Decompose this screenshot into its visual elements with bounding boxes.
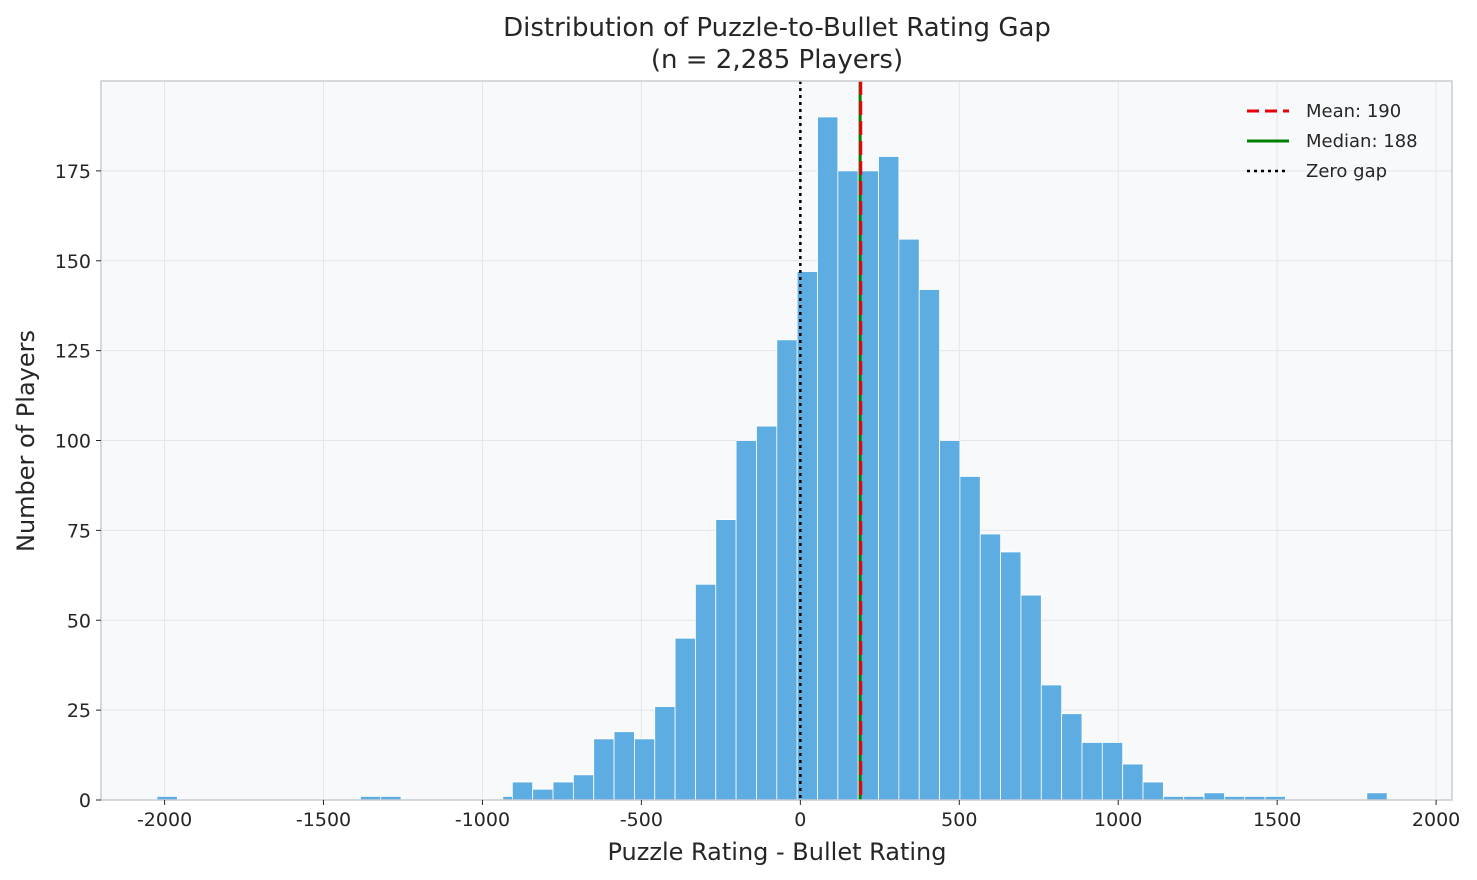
- legend-label: Median: 188: [1306, 131, 1418, 152]
- legend: Mean: 190 Median: 188 Zero gap: [1247, 101, 1418, 182]
- x-tick-label: 1500: [1253, 809, 1301, 831]
- histogram-bar: [532, 788, 554, 801]
- x-tick-label: 2000: [1412, 809, 1460, 831]
- y-tick-label: 25: [67, 700, 91, 722]
- histogram-bar: [1101, 742, 1124, 801]
- y-tick-label: 125: [55, 341, 91, 363]
- y-tick-label: 0: [79, 790, 91, 812]
- y-tick-label: 175: [55, 161, 91, 183]
- histogram-bar: [837, 170, 859, 801]
- legend-label: Zero gap: [1306, 161, 1387, 182]
- legend-label: Mean: 190: [1306, 101, 1401, 122]
- histogram-bar: [572, 774, 595, 801]
- histogram-bar: [593, 738, 615, 801]
- histogram-bar: [878, 156, 900, 801]
- histogram-bar: [1040, 684, 1063, 801]
- histogram-bar: [979, 533, 1002, 801]
- reference-lines: [799, 81, 863, 800]
- histogram-bar: [898, 238, 920, 801]
- histogram-bar: [552, 781, 574, 801]
- histogram-bars: [156, 116, 1388, 801]
- x-tick-label: -1500: [296, 809, 351, 831]
- histogram-bar: [715, 519, 737, 801]
- y-tick-label: 50: [67, 610, 91, 632]
- histogram-bar: [1000, 551, 1022, 801]
- histogram-bar: [1142, 781, 1164, 801]
- histogram-bar: [695, 583, 717, 801]
- histogram-bar: [634, 738, 656, 801]
- histogram-bar: [1203, 792, 1225, 801]
- x-tick-label: -2000: [137, 809, 192, 831]
- histogram-bar: [674, 637, 696, 801]
- histogram-bar: [776, 339, 798, 801]
- histogram-bar: [1122, 763, 1144, 801]
- histogram-bar: [918, 289, 940, 801]
- y-tick-label: 150: [55, 251, 91, 273]
- histogram-bar: [1020, 594, 1042, 801]
- x-tick-label: 1000: [1094, 809, 1142, 831]
- histogram-bar: [1366, 792, 1388, 801]
- chart-title: Distribution of Puzzle-to-Bullet Rating …: [503, 13, 1051, 43]
- x-tick-label: -500: [620, 809, 663, 831]
- y-axis-ticks: 0 25 50 75 100 125 150 175: [55, 161, 101, 812]
- histogram-bar: [817, 116, 839, 801]
- histogram-bar: [735, 440, 757, 801]
- histogram-bar: [756, 425, 778, 801]
- x-tick-label: -1000: [455, 809, 510, 831]
- x-axis-ticks: -2000 -1500 -1000 -500 0 500 1000 1500 2000: [137, 800, 1460, 831]
- y-tick-label: 100: [55, 431, 91, 453]
- y-tick-label: 75: [67, 520, 91, 542]
- y-axis-label: Number of Players: [12, 330, 40, 552]
- x-axis-label: Puzzle Rating - Bullet Rating: [607, 838, 946, 866]
- chart-subtitle: (n = 2,285 Players): [651, 45, 903, 75]
- histogram-bar: [1081, 742, 1103, 801]
- histogram-bar: [959, 476, 981, 801]
- histogram-bar: [613, 731, 635, 801]
- histogram-bar: [1061, 713, 1083, 801]
- histogram-bar: [654, 706, 676, 801]
- x-tick-label: 500: [941, 809, 977, 831]
- x-tick-label: 0: [794, 809, 806, 831]
- histogram-bar: [511, 781, 534, 801]
- histogram-bar: [939, 440, 961, 801]
